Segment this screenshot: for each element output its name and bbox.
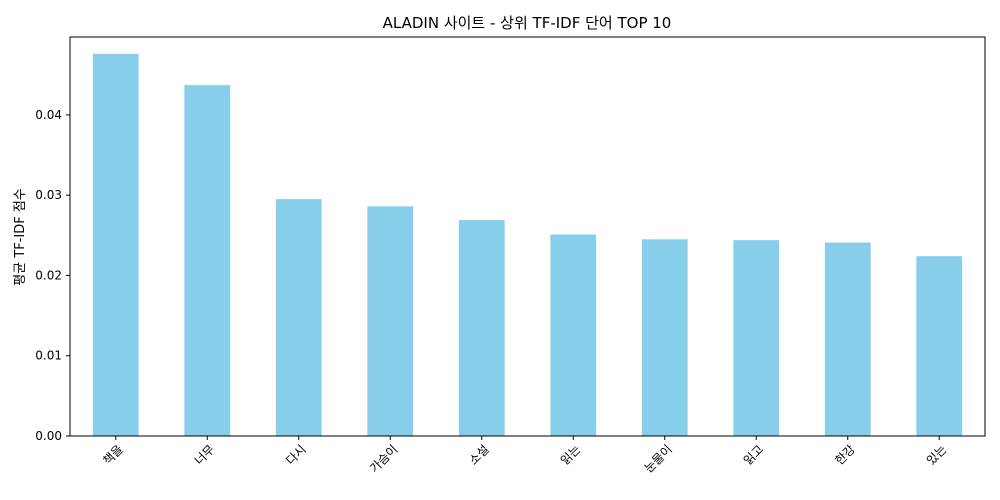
bar-9 — [824, 242, 871, 436]
x-tick-label: 소설 — [466, 442, 492, 468]
x-tick-label: 한강 — [832, 442, 858, 468]
x-tick-label: 가슴이 — [367, 442, 400, 475]
y-axis-ticks: 0.00 0.01 0.02 0.03 0.04 — [35, 108, 70, 443]
bar-1 — [92, 53, 139, 436]
plot-frame — [69, 36, 986, 437]
y-axis-label: 평균 TF-IDF 점수 — [13, 188, 28, 286]
bars-group — [92, 53, 963, 437]
y-tick-label: 0.01 — [35, 349, 62, 363]
y-tick-label: 0.03 — [35, 188, 62, 202]
bar-4 — [367, 206, 414, 436]
chart-title: ALADIN 사이트 - 상위 TF-IDF 단어 TOP 10 — [383, 14, 672, 32]
y-tick-label: 0.04 — [35, 108, 62, 122]
y-tick-label: 0.02 — [35, 268, 62, 282]
x-tick-label: 읽는 — [558, 442, 584, 468]
x-axis-ticks: 책을 너무 다시 가슴이 소설 읽는 눈물이 읽고 한강 있는 — [100, 436, 950, 476]
bar-5 — [458, 220, 505, 436]
x-tick-label: 책을 — [100, 442, 126, 468]
bar-8 — [733, 240, 780, 436]
bar-2 — [184, 85, 231, 437]
x-tick-label: 읽고 — [741, 442, 767, 468]
x-tick-label: 눈물이 — [642, 442, 675, 475]
bar-3 — [275, 199, 322, 436]
x-tick-label: 있는 — [924, 442, 950, 468]
bar-7 — [641, 239, 688, 436]
x-tick-label: 다시 — [283, 442, 309, 468]
x-tick-label: 너무 — [192, 442, 218, 468]
bar-10 — [916, 256, 963, 436]
y-tick-label: 0.00 — [35, 429, 62, 443]
bar-6 — [550, 234, 597, 436]
